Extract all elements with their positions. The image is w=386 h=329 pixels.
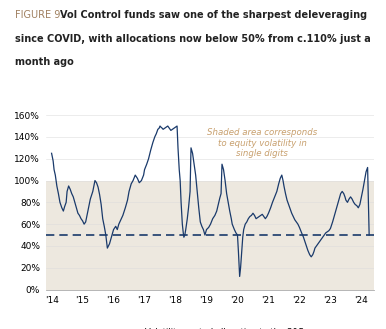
Legend: Volatility control allocation to the S&P: Volatility control allocation to the S&P — [114, 325, 307, 329]
Text: Vol Control funds saw one of the sharpest deleveraging: Vol Control funds saw one of the sharpes… — [60, 10, 367, 20]
Bar — [46, 181, 374, 290]
Text: since COVID, with allocations now below 50% from c.110% just a: since COVID, with allocations now below … — [15, 34, 371, 43]
Text: FIGURE 9.: FIGURE 9. — [15, 10, 67, 20]
Text: month ago: month ago — [15, 57, 74, 67]
Text: Shaded area corresponds
to equity volatility in
single digits: Shaded area corresponds to equity volati… — [207, 128, 317, 158]
